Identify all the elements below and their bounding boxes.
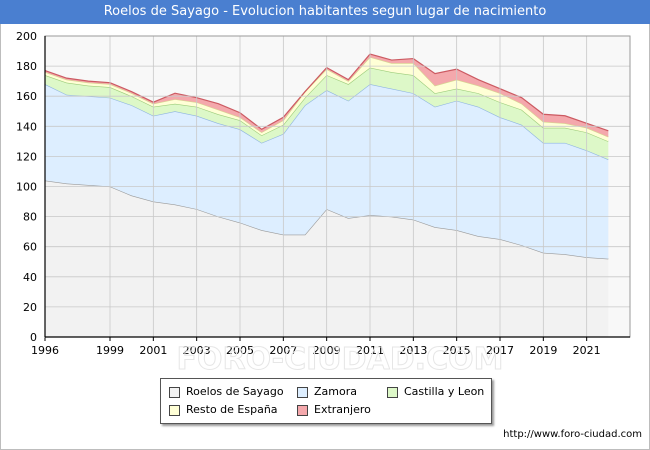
- x-tick-label: 2007: [269, 344, 297, 357]
- x-tick-label: 1999: [96, 344, 124, 357]
- legend: Roelos de Sayago Zamora Castilla y Leon …: [160, 378, 492, 424]
- chart-title: Roelos de Sayago - Evolucion habitantes …: [0, 0, 650, 24]
- legend-item-extranjero: Extranjero: [297, 403, 371, 417]
- x-tick-label: 2005: [226, 344, 254, 357]
- y-tick-label: 20: [23, 301, 37, 314]
- x-tick-label: 1996: [31, 344, 59, 357]
- x-tick-label: 2011: [356, 344, 384, 357]
- x-tick-label: 2013: [399, 344, 427, 357]
- x-tick-label: 2019: [529, 344, 557, 357]
- source-url[interactable]: http://www.foro-ciudad.com: [503, 429, 642, 440]
- y-tick-label: 100: [16, 181, 37, 194]
- x-tick-label: 2003: [183, 344, 211, 357]
- y-tick-label: 160: [16, 90, 37, 103]
- legend-label: Zamora: [314, 385, 357, 398]
- y-tick-label: 60: [23, 241, 37, 254]
- legend-item-roelos: Roelos de Sayago: [169, 385, 284, 399]
- x-tick-label: 2017: [486, 344, 514, 357]
- y-tick-label: 80: [23, 211, 37, 224]
- legend-item-castilla: Castilla y Leon: [387, 385, 484, 399]
- area-chart: 0 20 40 60 80 100 120 140 160 180 200 1996 1999 2001 2…: [16, 30, 631, 374]
- legend-swatch: [169, 404, 180, 416]
- x-tick-label: 2001: [139, 344, 167, 357]
- legend-label: Roelos de Sayago: [186, 385, 284, 398]
- watermark: FORO-CIUDAD.COM: [177, 342, 504, 374]
- x-tick-label: 2021: [573, 344, 601, 357]
- legend-item-zamora: Zamora: [297, 385, 357, 399]
- y-tick-label: 140: [16, 120, 37, 133]
- legend-label: Extranjero: [314, 403, 371, 416]
- y-tick-label: 40: [23, 271, 37, 284]
- legend-label: Resto de España: [186, 403, 278, 416]
- y-tick-label: 120: [16, 150, 37, 163]
- legend-item-resto: Resto de España: [169, 403, 278, 417]
- legend-swatch: [297, 404, 308, 416]
- legend-swatch: [387, 386, 398, 398]
- x-tick-label: 2015: [443, 344, 471, 357]
- y-tick-label: 180: [16, 60, 37, 73]
- y-tick-label: 200: [16, 30, 37, 43]
- legend-swatch: [297, 386, 308, 398]
- x-tick-label: 2009: [313, 344, 341, 357]
- legend-swatch: [169, 386, 180, 398]
- legend-label: Castilla y Leon: [404, 385, 485, 398]
- y-tick-label: 0: [30, 331, 37, 344]
